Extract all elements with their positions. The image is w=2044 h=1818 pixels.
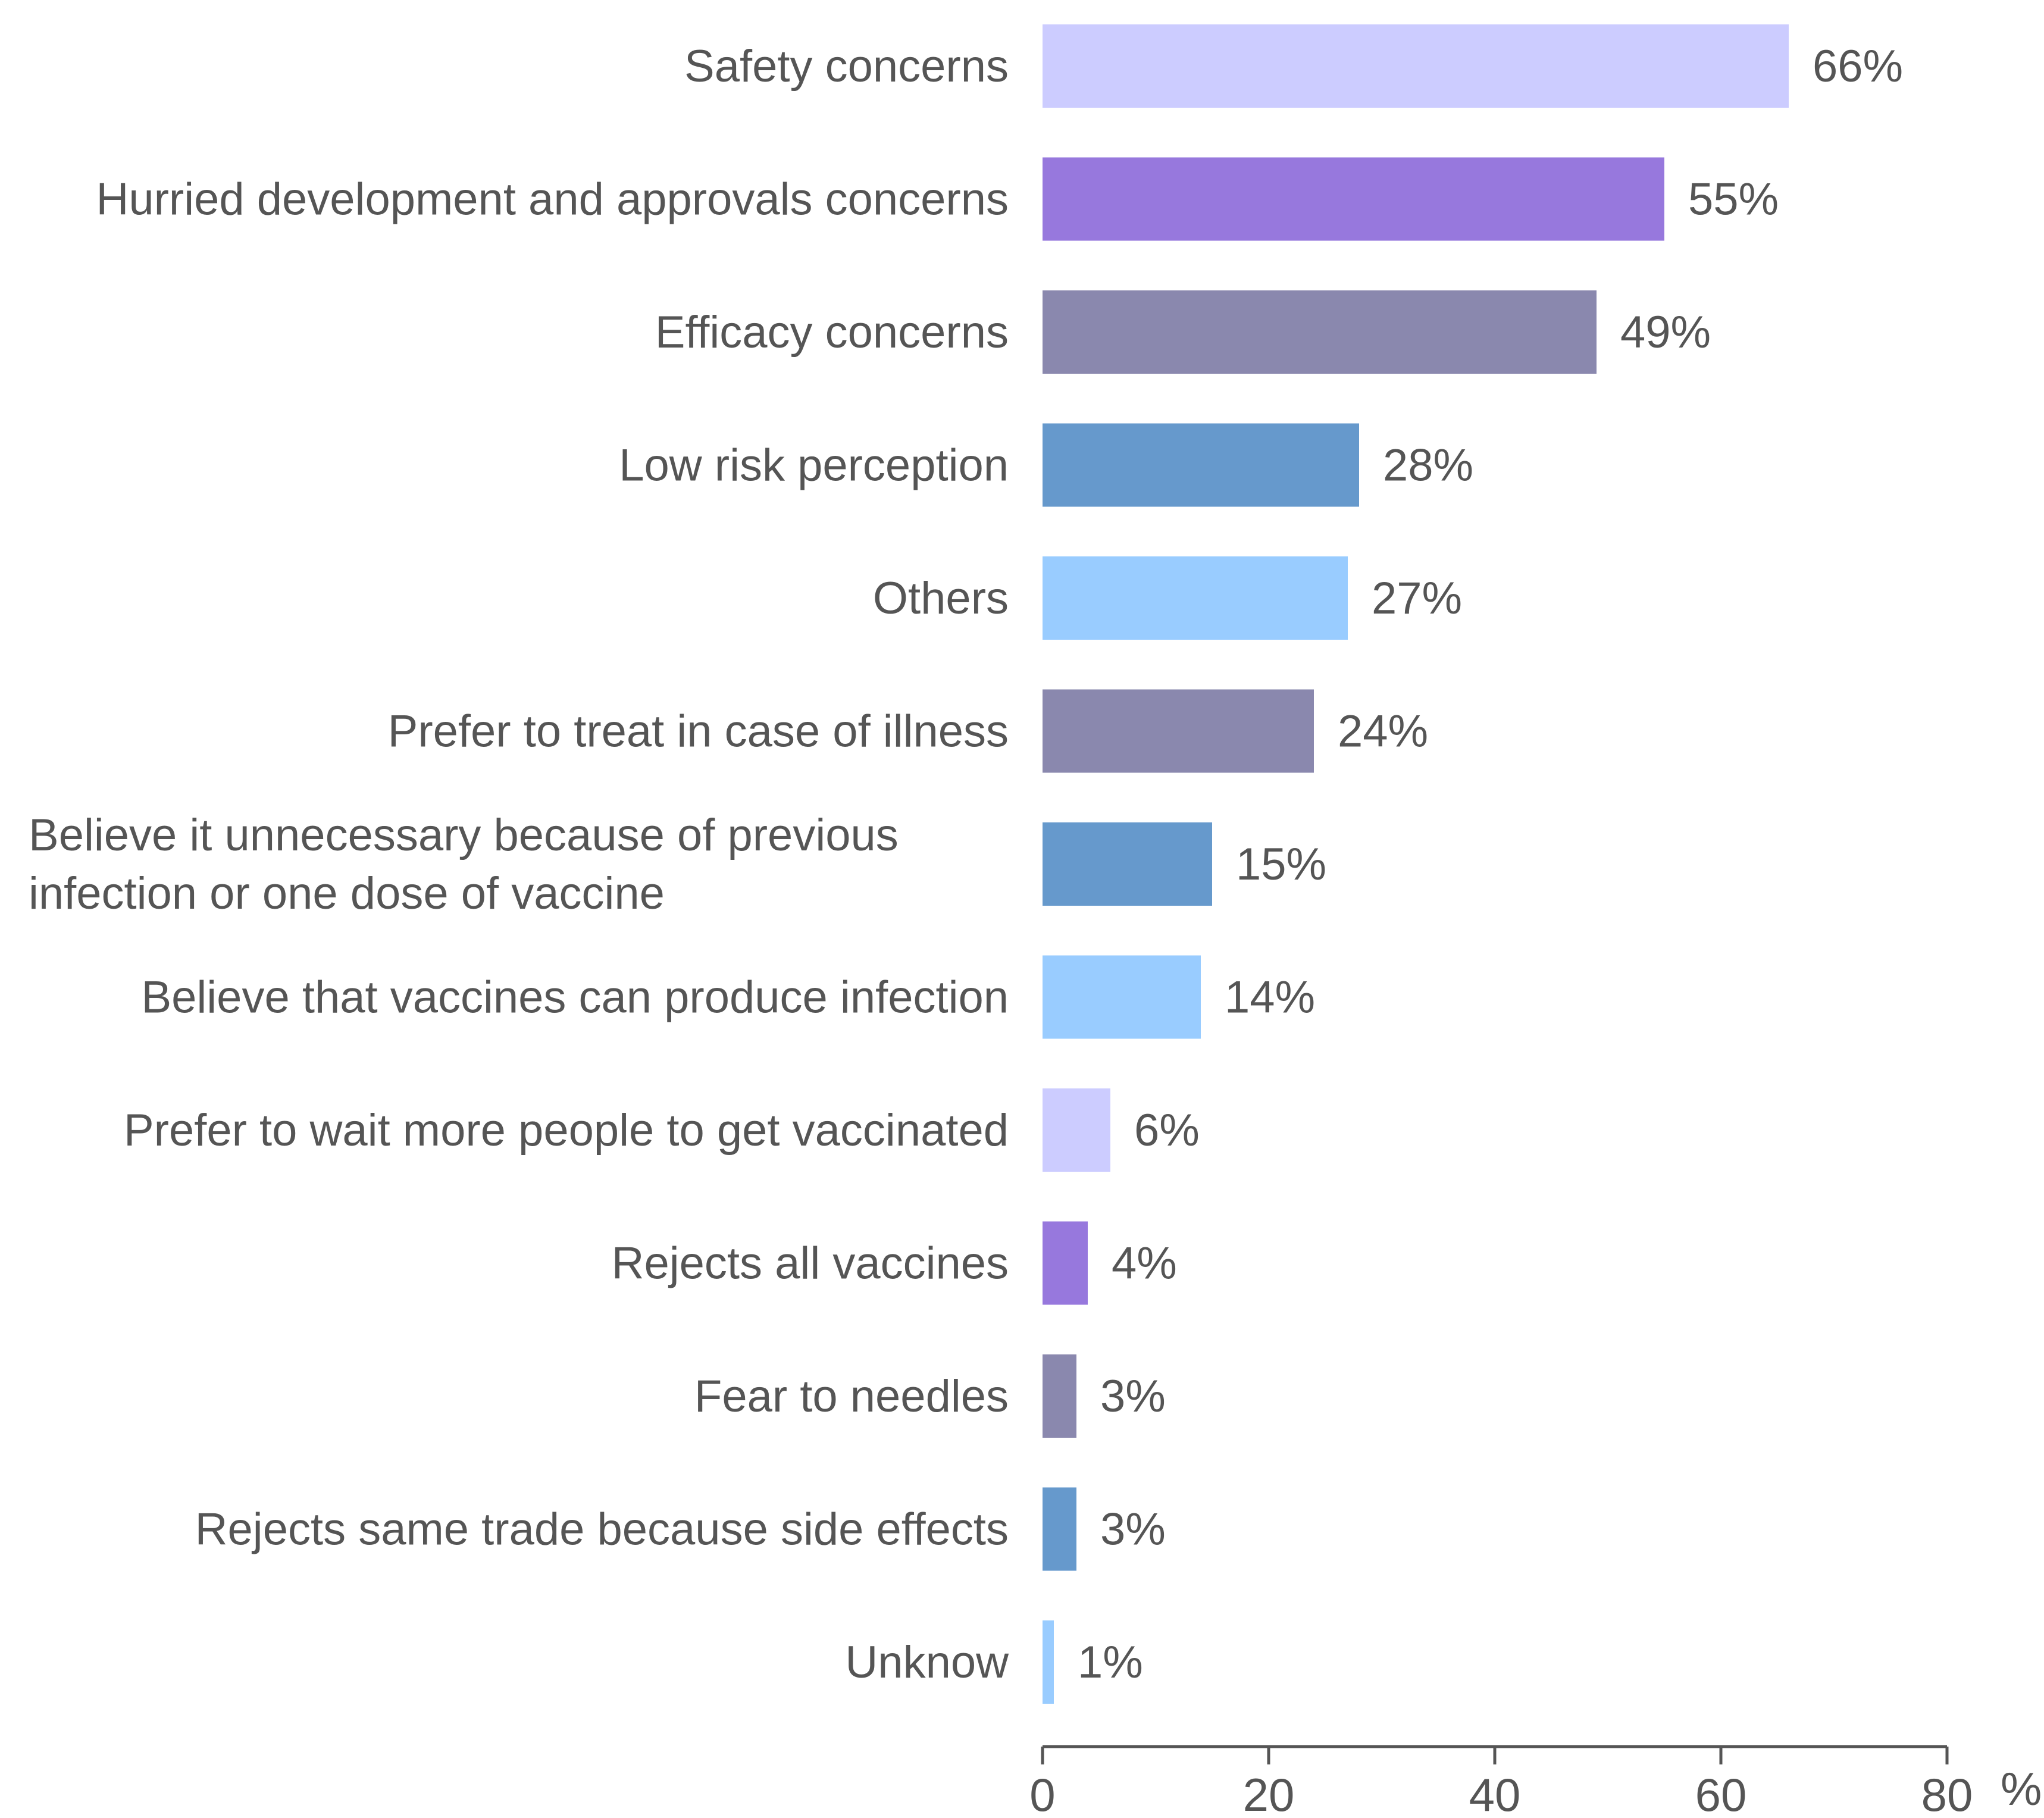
value-label: 49%: [1620, 307, 1711, 358]
bar-8: [1043, 1088, 1110, 1172]
value-label: 55%: [1688, 174, 1779, 225]
value-label: 6%: [1134, 1105, 1200, 1156]
bar-9: [1043, 1221, 1088, 1305]
x-tick-label: 60: [1695, 1769, 1747, 1818]
bar-10: [1043, 1354, 1076, 1438]
value-label: 15%: [1236, 839, 1326, 890]
bar-12: [1043, 1620, 1054, 1704]
category-label: Fear to needles: [694, 1371, 1009, 1422]
value-label: 27%: [1372, 573, 1462, 624]
x-tick-marks: [1041, 1747, 1949, 1764]
bar-5: [1043, 689, 1314, 773]
value-label: 3%: [1100, 1371, 1166, 1422]
category-label: Efficacy concerns: [655, 307, 1009, 358]
bar-2: [1043, 290, 1597, 374]
category-labels: Safety concerns Hurried development and a…: [29, 41, 1009, 1688]
x-tick-label: 0: [1029, 1769, 1055, 1818]
x-tick-labels: 0 20 40 60 80: [1029, 1769, 1973, 1818]
bar-7: [1043, 955, 1201, 1039]
value-label: 28%: [1383, 440, 1473, 491]
category-label: Others: [873, 573, 1009, 624]
category-label: Rejects same trade because side effects: [195, 1504, 1009, 1555]
bar-11: [1043, 1487, 1076, 1571]
bars-group: [1043, 24, 1789, 1704]
category-label: Low risk perception: [619, 440, 1009, 491]
category-label: Rejects all vaccines: [612, 1238, 1009, 1289]
x-axis: 0 20 40 60 80 %: [1029, 1745, 2042, 1818]
x-axis-label: %: [2001, 1763, 2042, 1815]
category-label: Safety concerns: [684, 41, 1009, 92]
bar-0: [1043, 24, 1789, 108]
category-label: Unknow: [845, 1637, 1009, 1688]
value-label: 4%: [1112, 1238, 1177, 1289]
category-label: Prefer to wait more people to get vaccin…: [124, 1105, 1009, 1156]
category-label: Hurried development and approvals concer…: [96, 174, 1009, 225]
value-label: 66%: [1813, 41, 1903, 92]
category-label: Prefer to treat in case of illness: [388, 706, 1009, 757]
bar-4: [1043, 556, 1348, 640]
category-label: Believe it unnecessary because of previo…: [29, 810, 899, 919]
x-tick-label: 20: [1243, 1769, 1295, 1818]
bar-1: [1043, 157, 1664, 241]
value-label: 3%: [1100, 1504, 1166, 1555]
x-tick-label: 40: [1469, 1769, 1521, 1818]
bar-3: [1043, 423, 1359, 507]
bar-6: [1043, 822, 1212, 906]
value-label: 24%: [1338, 706, 1428, 757]
value-label: 1%: [1078, 1637, 1143, 1688]
value-labels: 66% 55% 49% 28% 27% 24% 15% 14% 6% 4% 3% 3% 1%: [1078, 41, 1903, 1688]
x-tick-label: 80: [1921, 1769, 1973, 1818]
category-label: Believe that vaccines can produce infect…: [141, 972, 1009, 1023]
value-label: 14%: [1225, 972, 1315, 1023]
